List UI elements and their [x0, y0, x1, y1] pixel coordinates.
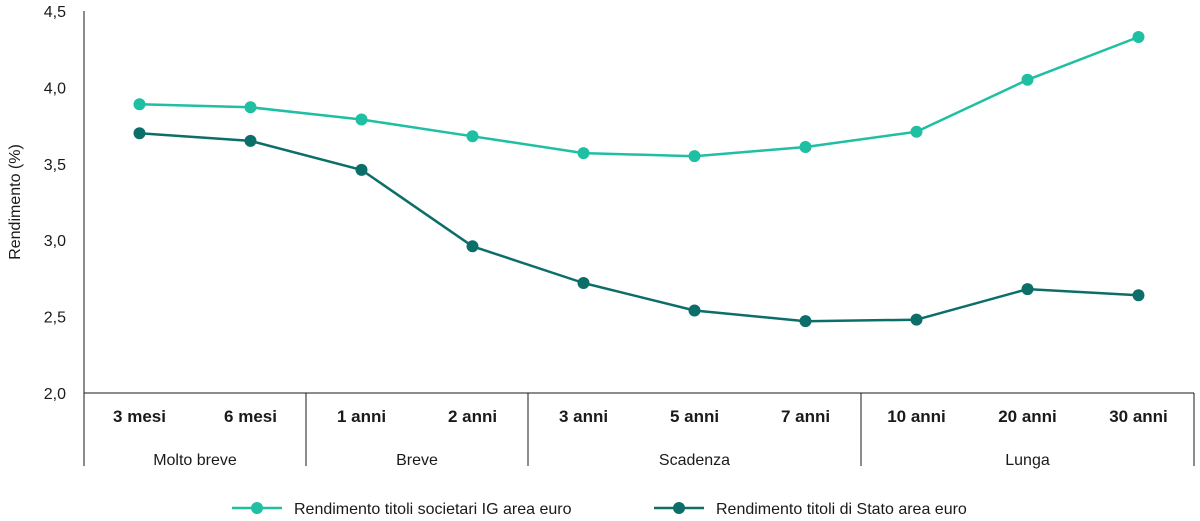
data-point: [1021, 283, 1034, 296]
group-label: Breve: [396, 452, 438, 469]
legend-label: Rendimento titoli di Stato area euro: [716, 501, 967, 518]
data-point: [577, 276, 590, 289]
data-point: [466, 240, 479, 253]
x-tick-label: 2 anni: [448, 407, 497, 426]
legend: Rendimento titoli societari IG area euro…: [232, 501, 967, 518]
group-label: Molto breve: [153, 452, 237, 469]
data-point: [799, 315, 812, 328]
x-tick-label: 3 anni: [559, 407, 608, 426]
data-point: [355, 163, 368, 176]
axes: 2,0 2,5 3,0 3,5 4,0 4,5 3 mesi 6 mesi 1 anni 2 an…: [44, 4, 1195, 469]
x-tick-label: 7 anni: [781, 407, 830, 426]
y-tick-label: 3,5: [44, 157, 66, 174]
data-point: [1132, 289, 1145, 302]
y-tick-label: 2,0: [44, 386, 66, 403]
data-point: [244, 101, 257, 114]
x-tick-label: 30 anni: [1109, 407, 1168, 426]
series-group: [133, 127, 1145, 328]
data-point: [466, 130, 479, 143]
data-point: [688, 150, 701, 163]
group-label: Scadenza: [659, 452, 730, 469]
series-group: [133, 30, 1145, 163]
group-label: Lunga: [1005, 452, 1050, 469]
x-tick-label: 20 anni: [998, 407, 1057, 426]
x-tick-label: 10 anni: [887, 407, 946, 426]
y-tick-label: 2,5: [44, 310, 66, 327]
data-point: [799, 140, 812, 153]
data-point: [355, 113, 368, 126]
data-point: [244, 134, 257, 147]
data-point: [688, 304, 701, 317]
y-axis-label: Rendimento (%): [7, 144, 24, 260]
legend-swatch-marker: [251, 502, 263, 514]
legend-swatch-marker: [673, 502, 685, 514]
legend-label: Rendimento titoli societari IG area euro: [294, 501, 572, 518]
series-layer: [133, 30, 1145, 328]
y-tick-label: 4,5: [44, 4, 66, 21]
y-tick-label: 4,0: [44, 80, 66, 97]
data-point: [133, 98, 146, 111]
series-line: [139, 35, 1139, 158]
data-point: [133, 127, 146, 140]
y-tick-label: 3,0: [44, 233, 66, 250]
data-point: [1021, 73, 1034, 86]
data-point: [910, 313, 923, 326]
x-tick-label: 5 anni: [670, 407, 719, 426]
data-point: [910, 125, 923, 138]
x-tick-label: 3 mesi: [113, 407, 166, 426]
x-tick-label: 1 anni: [337, 407, 386, 426]
x-tick-label: 6 mesi: [224, 407, 277, 426]
data-point: [577, 147, 590, 160]
data-point: [1132, 30, 1145, 43]
series-line: [139, 131, 1139, 323]
